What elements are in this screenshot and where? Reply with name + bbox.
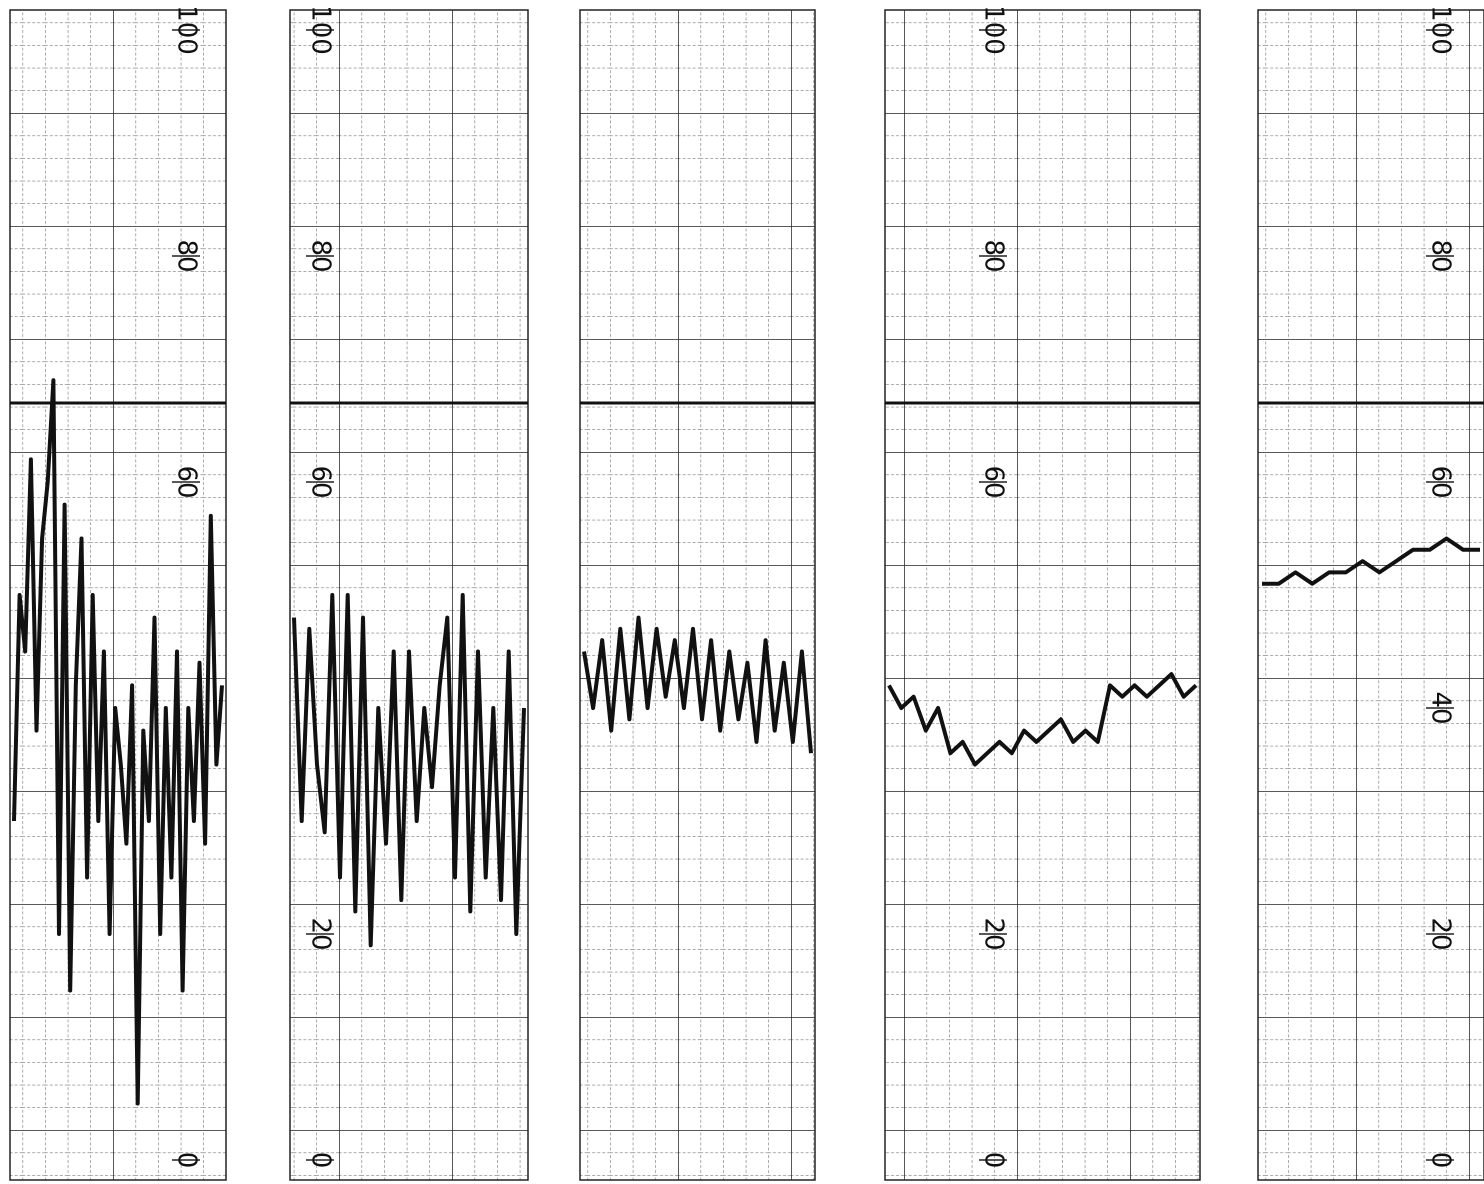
strip	[884, 9, 1201, 1181]
strip	[1257, 9, 1484, 1181]
y-tick-label: 80	[306, 239, 336, 272]
strip	[579, 9, 816, 1181]
trace	[292, 593, 526, 948]
y-tick-label: 100	[306, 5, 336, 55]
y-tick-label: 0	[306, 1152, 336, 1169]
y-tick-label: 100	[1426, 5, 1456, 55]
trace	[582, 615, 813, 754]
trace	[1262, 536, 1480, 586]
strip	[289, 9, 529, 1181]
trace	[887, 672, 1198, 767]
y-tick-label: 60	[172, 465, 202, 498]
major-grid	[579, 9, 816, 1181]
y-tick-label: 80	[979, 239, 1009, 272]
y-tick-label: 100	[172, 5, 202, 55]
major-grid	[289, 9, 529, 1181]
y-tick-label: 0	[979, 1152, 1009, 1169]
y-tick-label: 60	[1426, 465, 1456, 498]
y-tick-label: 20	[979, 917, 1009, 950]
major-grid	[1257, 9, 1484, 1181]
y-tick-label: 80	[172, 239, 202, 272]
trace	[12, 378, 224, 1106]
y-tick-label: 60	[979, 465, 1009, 498]
y-tick-label: 20	[1426, 917, 1456, 950]
major-grid	[884, 9, 1201, 1181]
y-tick-label: 60	[306, 465, 336, 498]
y-tick-label: 20	[306, 917, 336, 950]
y-tick-label: 40	[1426, 691, 1456, 724]
y-tick-label: 0	[172, 1152, 202, 1169]
strip	[9, 9, 227, 1181]
y-tick-label: 0	[1426, 1152, 1456, 1169]
y-tick-label: 100	[979, 5, 1009, 55]
y-tick-label: 80	[1426, 239, 1456, 272]
major-grid	[9, 9, 227, 1181]
